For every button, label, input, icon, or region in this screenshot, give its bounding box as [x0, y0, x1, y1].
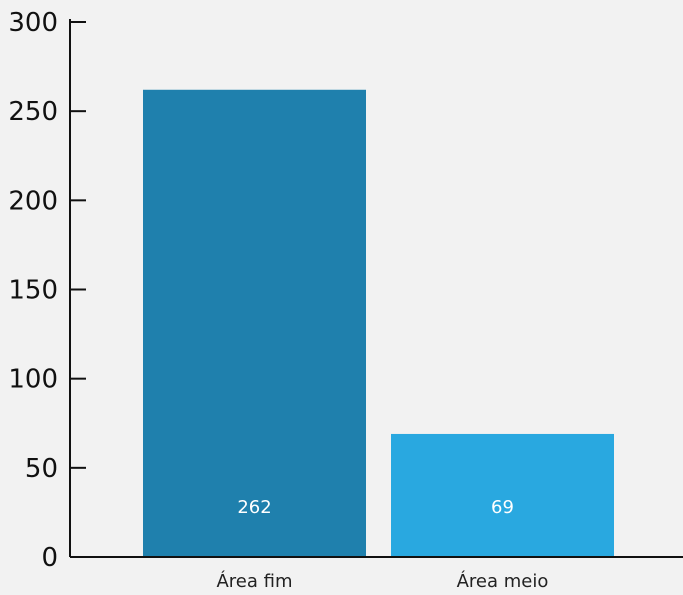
- y-tick-label-0: 0: [41, 543, 58, 573]
- y-tick-label-1: 50: [25, 454, 58, 484]
- y-tick-label-2: 100: [8, 365, 58, 395]
- axes-layer: Área fim Área meio 0 50 100 150 200 250 300: [8, 8, 683, 592]
- bars-layer: [143, 89, 614, 558]
- x-tick-label-0: Área fim: [216, 570, 292, 592]
- bar-1: [391, 433, 614, 557]
- data-labels-layer: 262 69: [237, 497, 514, 518]
- y-tick-label-6: 300: [8, 8, 58, 38]
- x-tick-label-1: Área meio: [457, 570, 549, 592]
- bar-0: [143, 89, 366, 558]
- data-label-1: 69: [491, 497, 514, 518]
- data-label-0: 262: [237, 497, 271, 518]
- y-tick-label-3: 150: [8, 276, 58, 306]
- y-tick-label-5: 250: [8, 97, 58, 127]
- y-tick-label-4: 200: [8, 186, 58, 216]
